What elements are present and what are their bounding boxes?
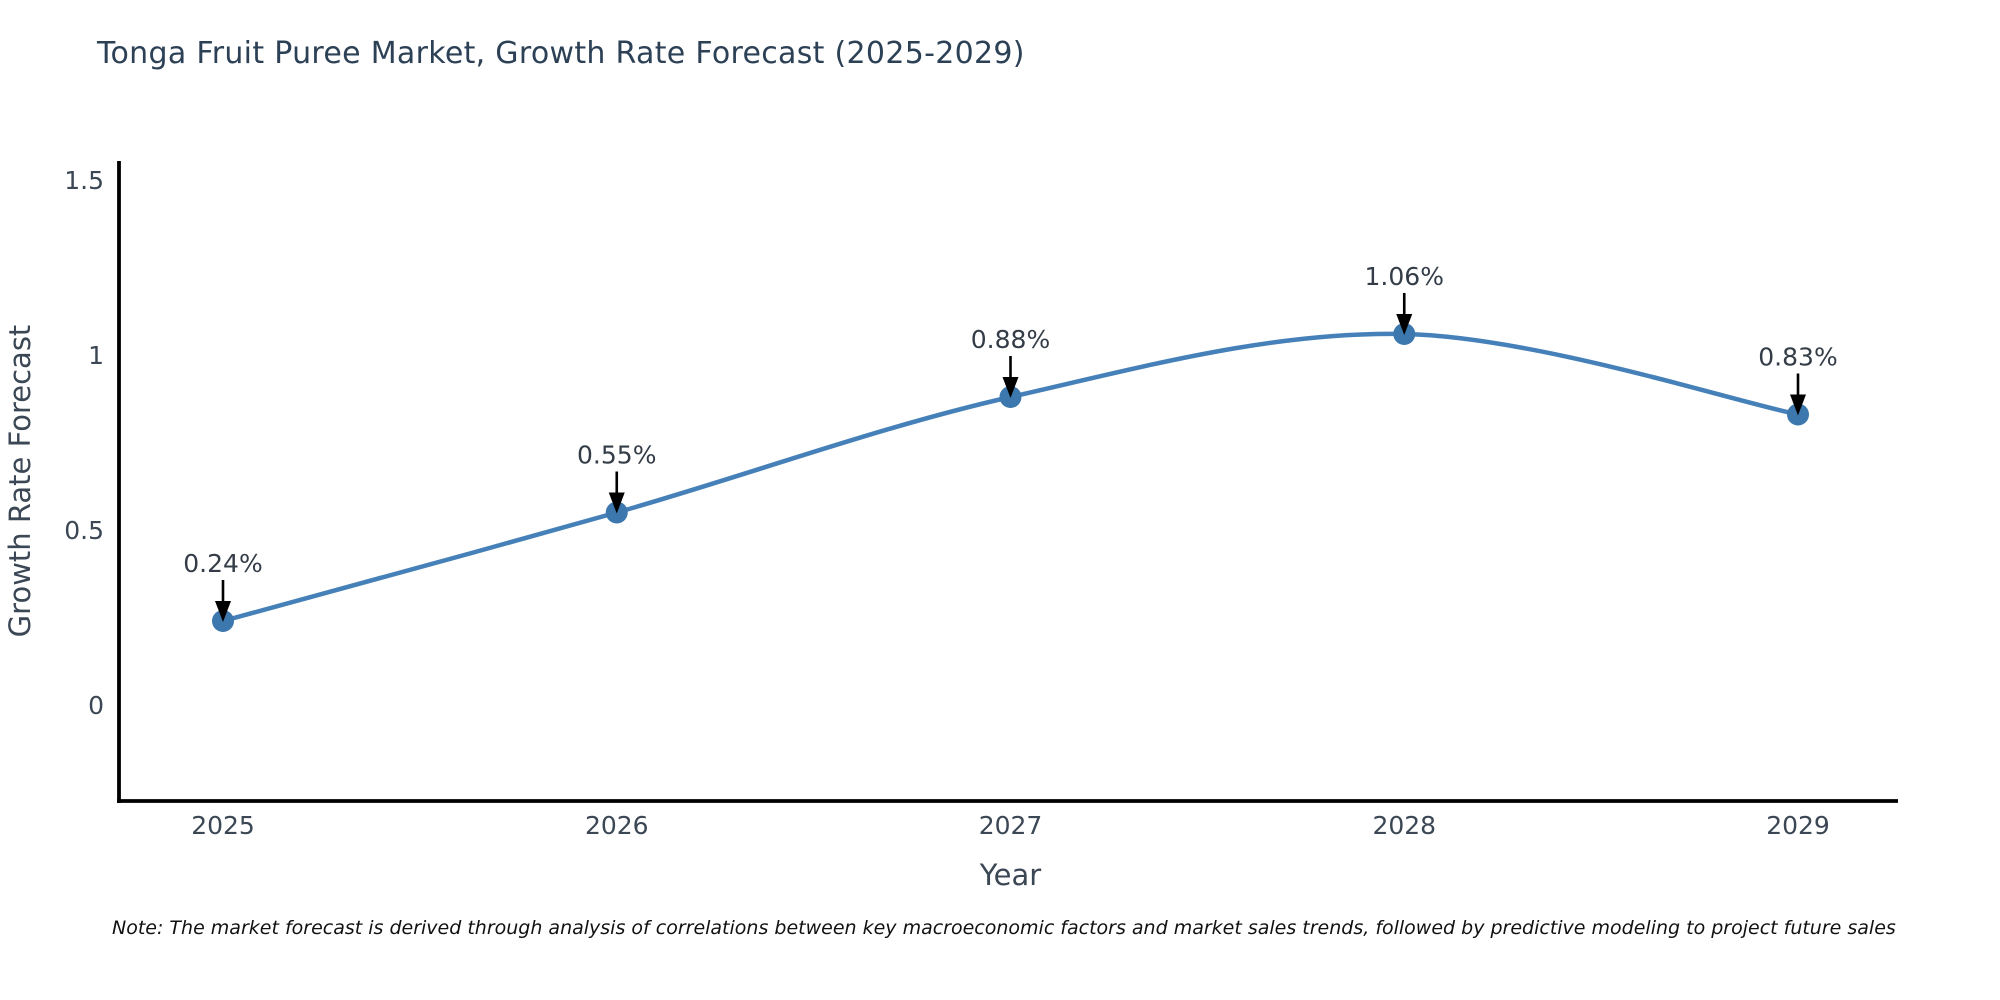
x-tick-label: 2028 xyxy=(1372,811,1436,840)
annotation-arrowhead xyxy=(215,601,231,622)
x-tick-label: 2027 xyxy=(979,811,1043,840)
chart-footnote: Note: The market forecast is derived thr… xyxy=(112,917,1896,939)
y-tick-label: 0 xyxy=(88,691,104,720)
y-tick-label: 0.5 xyxy=(64,516,104,545)
annotation-arrowhead xyxy=(1002,377,1019,398)
x-tick-label: 2025 xyxy=(191,811,255,840)
data-point-label: 0.83% xyxy=(1758,343,1837,372)
y-tick-label: 1.5 xyxy=(64,166,104,195)
x-tick-label: 2029 xyxy=(1766,811,1830,840)
annotation-arrowhead xyxy=(1396,314,1413,335)
data-point-label: 0.55% xyxy=(577,441,656,470)
annotation-arrowhead xyxy=(1790,394,1806,416)
data-point-label: 1.06% xyxy=(1365,262,1444,291)
annotation-arrowhead xyxy=(608,492,625,514)
chart-title: Tonga Fruit Puree Market, Growth Rate Fo… xyxy=(97,36,1025,71)
x-axis-title: Year xyxy=(979,858,1041,892)
y-tick-label: 1 xyxy=(88,341,104,370)
x-tick-label: 2026 xyxy=(585,811,649,840)
data-point-label: 0.88% xyxy=(971,325,1050,354)
data-point-label: 0.24% xyxy=(183,549,262,578)
y-axis-title: Growth Rate Forecast xyxy=(3,325,37,638)
